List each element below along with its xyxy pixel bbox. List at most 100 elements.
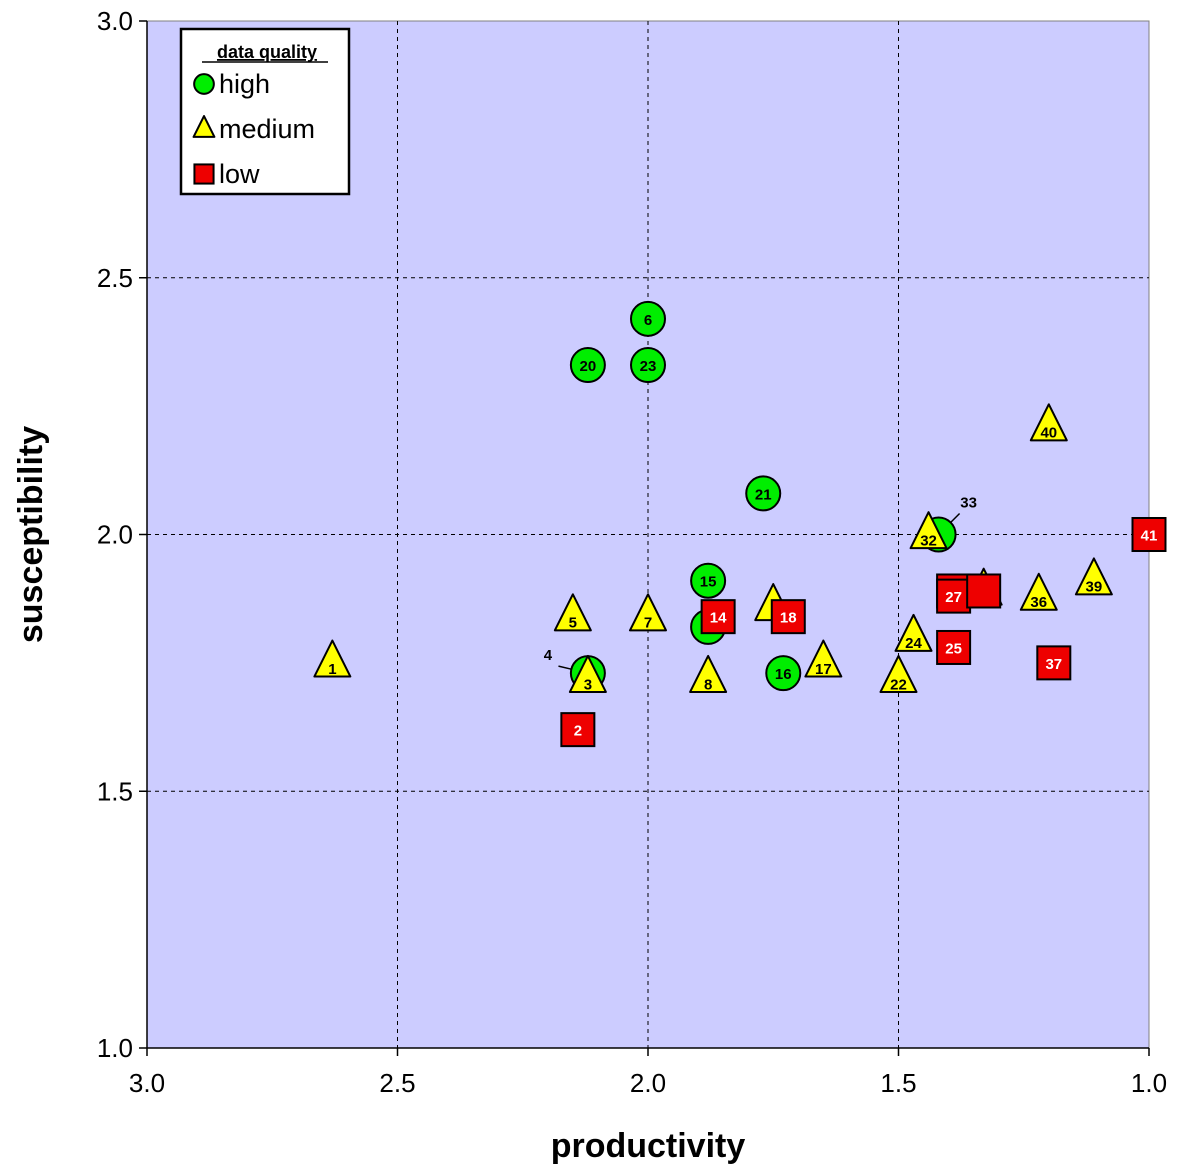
point-label: 15 — [700, 574, 717, 591]
legend: data quality high medium low — [179, 27, 351, 196]
high-point: 16 — [765, 655, 802, 692]
triangle-marker — [689, 654, 728, 693]
square-marker — [770, 599, 806, 635]
medium-point: 7 — [629, 593, 667, 632]
legend-item-medium: medium — [192, 114, 315, 144]
circle-marker — [745, 475, 782, 512]
point-label: 22 — [890, 676, 907, 693]
medium-point: 8 — [689, 654, 728, 693]
point-label: 16 — [775, 666, 792, 683]
point-label: 32 — [920, 533, 937, 550]
axes: 3.0 2.5 2.0 1.5 1.0 1.0 1.5 2.0 2.5 3.0 — [97, 6, 1167, 1098]
point-label: 40 — [1040, 425, 1057, 442]
medium-point: 22 — [879, 654, 918, 693]
circle-marker — [690, 562, 727, 599]
point-label: 4 — [544, 647, 553, 664]
legend-title: data quality — [217, 42, 317, 62]
point-label: 18 — [780, 610, 797, 627]
x-axis-title: productivity — [551, 1127, 746, 1165]
point-label: 8 — [704, 676, 712, 693]
legend-circle-marker — [193, 73, 215, 95]
point-label: 5 — [569, 615, 577, 632]
medium-point: 40 — [1029, 403, 1068, 442]
medium-point: 5 — [553, 593, 592, 632]
y-tick-label: 1.5 — [97, 776, 133, 806]
point-label: 36 — [1030, 594, 1047, 611]
circle-marker — [630, 347, 666, 384]
triangle-marker — [1074, 557, 1113, 596]
grid — [147, 21, 1149, 1048]
y-tick-label: 3.0 — [97, 6, 133, 36]
legend-square-marker — [193, 163, 215, 185]
high-point: 15 — [690, 562, 727, 599]
triangle-marker — [804, 639, 843, 678]
x-tick-label: 3.0 — [129, 1068, 165, 1098]
y-tick-label: 2.5 — [97, 263, 133, 293]
point-label: 33 — [960, 495, 977, 512]
medium-point: 32 — [909, 511, 948, 550]
high-point: 6 — [630, 300, 666, 337]
triangle-marker — [568, 654, 607, 693]
square-marker — [1131, 517, 1167, 552]
triangle-marker — [1029, 403, 1068, 442]
point-label: 24 — [905, 635, 922, 652]
legend-triangle-marker — [192, 115, 216, 138]
x-tick-label: 2.5 — [379, 1068, 415, 1098]
medium-point: 39 — [1074, 557, 1113, 596]
medium-point: 24 — [894, 613, 933, 652]
square-marker — [966, 573, 1002, 609]
triangle-marker — [313, 639, 352, 678]
medium-point: 17 — [804, 639, 843, 678]
point-label: 41 — [1141, 528, 1158, 545]
point-label: 1 — [328, 661, 336, 678]
triangle-marker — [894, 613, 933, 652]
low-point: 14 — [700, 599, 736, 635]
low-point: 27 — [936, 578, 972, 614]
low-point — [966, 573, 1002, 609]
point-label: 14 — [710, 610, 727, 627]
legend-label: medium — [219, 114, 315, 144]
high-point: 20 — [569, 347, 606, 384]
low-point: 25 — [936, 629, 972, 665]
triangle-marker — [629, 593, 667, 632]
y-tick-label: 1.0 — [97, 1033, 133, 1063]
point-label: 7 — [644, 615, 652, 632]
point-label: 20 — [580, 358, 597, 375]
circle-marker — [569, 347, 606, 384]
medium-point: 36 — [1019, 572, 1058, 611]
low-point: 2 — [560, 712, 596, 748]
triangle-marker — [909, 511, 948, 550]
medium-point: 3 — [568, 654, 607, 693]
x-tick-label: 2.0 — [630, 1068, 666, 1098]
point-label: 27 — [945, 589, 962, 606]
triangle-marker — [553, 593, 592, 632]
legend-label: high — [219, 69, 270, 99]
x-tick-label: 1.5 — [880, 1068, 916, 1098]
triangle-marker — [879, 654, 918, 693]
circle-marker — [630, 300, 666, 337]
legend-item-low: low — [193, 159, 260, 189]
high-point: 23 — [630, 347, 666, 384]
callout-line — [950, 512, 961, 524]
medium-point: 1 — [313, 639, 352, 678]
y-axis-title: susceptibility — [12, 426, 50, 643]
circle-marker — [765, 655, 802, 692]
low-point: 37 — [1036, 645, 1072, 681]
point-label: 23 — [640, 358, 657, 375]
point-label: 25 — [945, 640, 962, 657]
square-marker — [936, 578, 972, 614]
y-tick-label: 2.0 — [97, 520, 133, 550]
square-marker — [936, 629, 972, 665]
square-marker — [1036, 645, 1072, 681]
square-marker — [560, 712, 596, 748]
point-label: 17 — [815, 661, 832, 678]
callout-line — [558, 665, 572, 670]
low-point: 18 — [770, 599, 806, 635]
x-tick-label: 1.0 — [1131, 1068, 1167, 1098]
point-label: 39 — [1086, 579, 1103, 596]
data-points: 4 6 15 16 20 21 23 33 1 3 5 7 8 17 22 24 32 36 39 40 2 14 18 27… — [313, 300, 1167, 748]
point-label: 2 — [574, 723, 582, 740]
point-label: 6 — [644, 312, 652, 329]
